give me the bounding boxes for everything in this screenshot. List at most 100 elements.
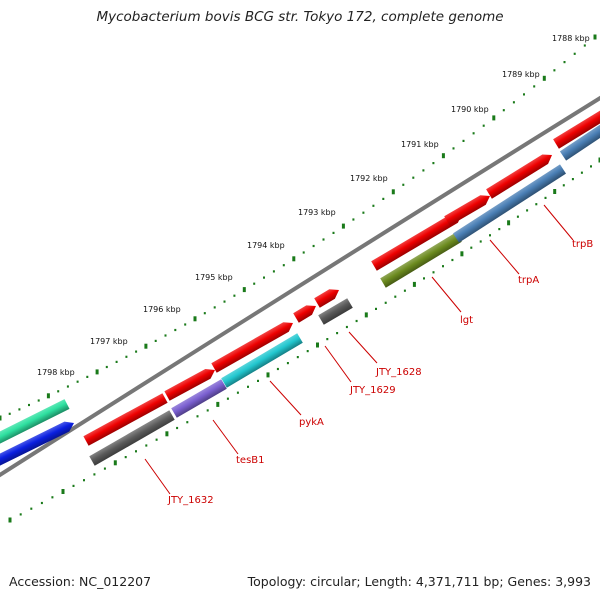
gene-jty1632-gray[interactable]: [89, 410, 175, 466]
kbp-scale-label: 1795 kbp: [195, 273, 233, 282]
inner-track-tick: [276, 367, 279, 371]
backbone-line: [0, 95, 600, 478]
inner-track-tick: [432, 271, 435, 274]
inner-track-tick: [145, 444, 148, 447]
gene-label-leader: [489, 239, 520, 275]
outer-track-tick: [542, 75, 546, 81]
gene-red-2[interactable]: [164, 369, 215, 401]
outer-track-tick: [573, 52, 576, 55]
outer-track-tick: [322, 238, 325, 241]
outer-track-tick: [213, 306, 216, 309]
accession-text: Accession: NC_012207: [9, 574, 152, 589]
inner-track-tick: [286, 362, 289, 365]
gene-pykA-cyan[interactable]: [221, 333, 303, 388]
inner-track-tick: [266, 372, 270, 378]
outer-track-tick: [154, 339, 157, 342]
gene-red-4[interactable]: [293, 305, 316, 323]
inner-track-tick: [40, 501, 43, 505]
inner-track-tick: [19, 513, 22, 516]
inner-track-tick: [316, 342, 319, 348]
gene-red-8[interactable]: [486, 154, 552, 199]
gene-label-jty-1629[interactable]: JTY_1629: [349, 385, 396, 396]
inner-track-tick: [165, 431, 169, 437]
inner-track-tick: [544, 196, 547, 199]
outer-track-tick: [28, 403, 30, 407]
outer-track-tick: [193, 316, 197, 322]
inner-track-tick: [72, 484, 75, 487]
gene-label-tesb1[interactable]: tesB1: [236, 455, 265, 466]
gene-red-5[interactable]: [314, 289, 339, 308]
inner-track-tick: [124, 456, 127, 459]
gene-mint-partial[interactable]: [0, 399, 70, 445]
gene-lgt-olive[interactable]: [380, 232, 462, 288]
gene-tesB1-purple[interactable]: [171, 379, 227, 418]
gene-red-7[interactable]: [444, 195, 490, 226]
gene-jty1628-gray[interactable]: [318, 298, 353, 325]
inner-track-tick: [296, 356, 299, 359]
inner-track-tick: [403, 289, 406, 292]
outer-track-tick: [502, 109, 505, 112]
inner-track-tick: [155, 438, 158, 441]
inner-track-tick: [526, 209, 529, 212]
outer-track-tick: [341, 223, 345, 229]
gene-trpA-blue[interactable]: [453, 164, 566, 243]
inner-track-tick: [562, 184, 565, 187]
gene-label-trpb[interactable]: trpB: [572, 239, 593, 250]
kbp-scale-label: 1797 kbp: [90, 337, 128, 346]
outer-track-tick: [372, 204, 375, 207]
inner-track-tick: [216, 401, 220, 407]
gene-trpB-blue[interactable]: [559, 123, 600, 161]
inner-track-tick: [384, 301, 387, 304]
inner-track-tick: [336, 332, 339, 335]
genome-summary-text: Topology: circular; Length: 4,371,711 bp…: [247, 574, 591, 589]
gene-labels: trpB trpA lgt JTY_1628 JTY_1629 pykA tesB1 JTY_…: [144, 204, 593, 506]
kbp-scale-label: 1792 kbp: [350, 174, 388, 183]
inner-track-tick: [507, 220, 511, 226]
inner-track-tick: [535, 203, 538, 206]
inner-track-tick: [571, 178, 574, 181]
kbp-scale-labels: 1788 kbp 1789 kbp 1790 kbp 1791 kbp 1792 kbp…: [37, 34, 590, 377]
inner-track-tick: [61, 489, 65, 494]
outer-track-tick: [57, 390, 60, 393]
outer-track-tick: [302, 251, 305, 254]
gene-label-leader: [324, 345, 352, 383]
inner-track-tick: [394, 295, 397, 298]
outer-track-tick: [164, 334, 167, 337]
gene-red-6[interactable]: [371, 213, 462, 271]
outer-track-tick: [391, 189, 395, 195]
outer-track-tick: [242, 287, 246, 293]
inner-track-tick: [498, 228, 501, 231]
inner-track-tick: [93, 473, 96, 476]
gene-label-lgt[interactable]: lgt: [460, 315, 473, 326]
inner-track-tick: [257, 379, 259, 382]
inner-track-tick: [83, 479, 85, 482]
outer-track-tick: [115, 360, 118, 363]
gene-red-3[interactable]: [211, 322, 293, 373]
outer-track-tick: [422, 169, 425, 172]
gene-blue-partial[interactable]: [0, 421, 74, 467]
gene-label-trpa[interactable]: trpA: [518, 275, 539, 286]
outer-track-tick: [512, 101, 515, 104]
gene-red-1[interactable]: [83, 393, 168, 446]
inner-track-tick: [423, 277, 425, 280]
outer-track-tick: [412, 176, 415, 179]
inner-track-tick: [345, 325, 348, 329]
outer-track-tick: [76, 380, 79, 383]
outer-track-tick: [253, 282, 256, 285]
gene-label-leader: [348, 331, 378, 364]
inner-track-tick: [460, 251, 464, 257]
inner-track-tick: [364, 312, 368, 318]
inner-track-tick: [590, 165, 592, 168]
gene-label-jty-1628[interactable]: JTY_1628: [375, 367, 422, 378]
gene-label-pyka[interactable]: pykA: [299, 417, 324, 428]
gene-label-jty-1632[interactable]: JTY_1632: [167, 495, 214, 506]
kbp-scale-label: 1796 kbp: [143, 305, 181, 314]
outer-track-tick: [95, 369, 99, 375]
inner-track-tick: [51, 496, 54, 499]
outer-track-tick: [135, 350, 138, 353]
gene-red-9[interactable]: [553, 109, 600, 149]
inner-track-tick: [516, 215, 519, 218]
outer-track-tick: [553, 69, 556, 72]
outer-track-tick: [203, 312, 206, 315]
outer-track-tick: [144, 343, 148, 349]
